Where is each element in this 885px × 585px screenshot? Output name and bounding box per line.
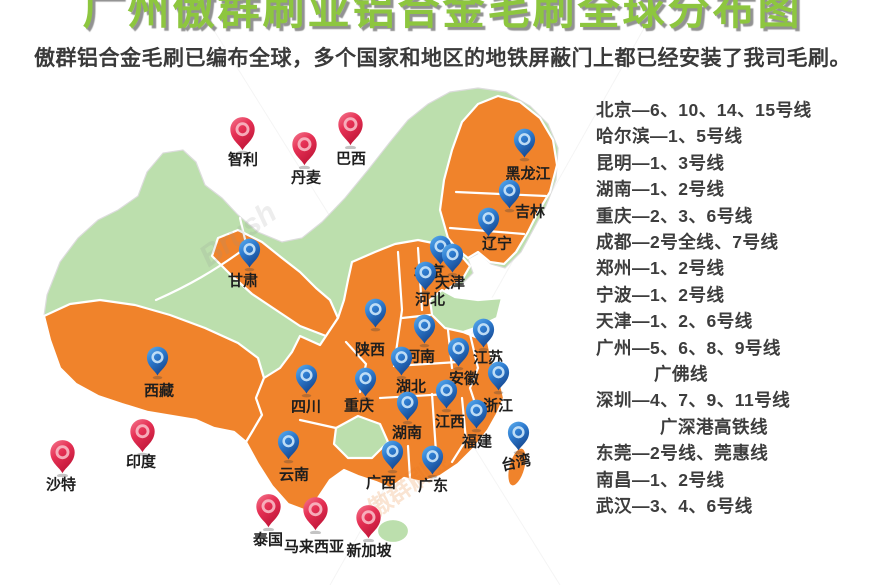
- metro-line-item: 成都—2号全线、7号线: [596, 232, 779, 253]
- metro-line-item: 重庆—2、3、6号线: [596, 205, 753, 226]
- map-label-丹麦: 丹麦: [290, 169, 322, 187]
- metro-line-item: 东莞—2号线、莞惠线: [596, 443, 769, 464]
- map-label-西藏: 西藏: [143, 382, 175, 400]
- map-label-湖南: 湖南: [391, 424, 423, 442]
- map-label-天津: 天津: [434, 274, 466, 292]
- metro-line-item: 武汉—3、4、6号线: [596, 496, 753, 517]
- map-label-马来西亚: 马来西亚: [283, 538, 345, 556]
- map-label-江苏: 江苏: [472, 349, 504, 367]
- metro-line-item: 广深港高铁线: [660, 416, 768, 437]
- map-label-河南: 河南: [404, 348, 436, 366]
- map-label-江西: 江西: [434, 413, 466, 431]
- map-label-辽宁: 辽宁: [481, 235, 513, 253]
- map-label-智利: 智利: [227, 151, 259, 169]
- map-label-安徽: 安徽: [448, 370, 480, 388]
- metro-line-item: 深圳—4、7、9、11号线: [596, 390, 791, 411]
- metro-line-item: 郑州—1、2号线: [596, 258, 725, 279]
- map-label-甘肃: 甘肃: [227, 272, 259, 290]
- watermark-line: [329, 0, 661, 585]
- region-guizhou: [332, 414, 390, 460]
- map-label-印度: 印度: [125, 453, 157, 471]
- map-label-吉林: 吉林: [514, 203, 546, 221]
- map-label-云南: 云南: [278, 466, 310, 484]
- map-label-沙特: 沙特: [45, 476, 77, 494]
- map-label-黑龙江: 黑龙江: [505, 165, 551, 183]
- map-label-四川: 四川: [290, 398, 322, 416]
- map-label-巴西: 巴西: [335, 150, 367, 168]
- map-label-广东: 广东: [417, 477, 449, 495]
- metro-line-list: 北京—6、10、14、15号线 哈尔滨—1、5号线 昆明—1、3号线 湖南—1、2号线…: [596, 97, 881, 520]
- map-label-新加坡: 新加坡: [346, 542, 392, 560]
- map-label-广西: 广西: [365, 474, 397, 492]
- metro-line-item: 哈尔滨—1、5号线: [596, 126, 743, 147]
- metro-line-item: 湖南—1、2号线: [596, 179, 725, 200]
- map-label-浙江: 浙江: [482, 397, 514, 415]
- metro-line-item: 天津—1、2、6号线: [596, 311, 753, 332]
- metro-line-item: 昆明—1、3号线: [596, 152, 725, 173]
- metro-line-item: 南昌—1、2号线: [596, 469, 725, 490]
- map-label-福建: 福建: [461, 433, 493, 451]
- map-label-湖北: 湖北: [395, 378, 427, 396]
- metro-line-item: 宁波—1、2号线: [596, 284, 725, 305]
- map-label-陕西: 陕西: [354, 341, 386, 359]
- metro-line-item: 北京—6、10、14、15号线: [596, 100, 812, 120]
- page-title: 广州傲群刷业铝合金毛刷全球分布图: [82, 0, 803, 33]
- metro-line-item: 广佛线: [654, 364, 708, 385]
- map-label-泰国: 泰国: [252, 531, 284, 549]
- page-subtitle: 傲群铝合金毛刷已编布全球，多个国家和地区的地铁屏蔽门上都已经安装了我司毛刷。: [34, 47, 851, 70]
- map-label-河北: 河北: [414, 291, 446, 309]
- metro-line-item: 广州—5、6、8、9号线: [596, 337, 781, 358]
- map-label-重庆: 重庆: [343, 397, 375, 415]
